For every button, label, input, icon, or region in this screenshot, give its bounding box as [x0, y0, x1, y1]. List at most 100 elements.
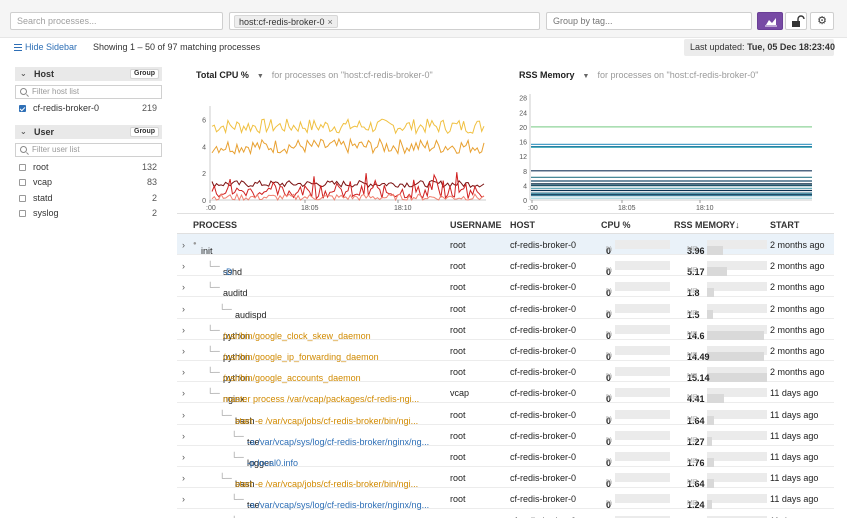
table-row[interactable]: › └─ nginx: master process /var/vcap/packa…: [177, 382, 834, 405]
memory-bar-fill: [707, 352, 764, 361]
cpu-chart-title[interactable]: Total CPU % ▼ for processes on "host:cf-re…: [196, 70, 433, 80]
expand-row-icon[interactable]: ›: [182, 388, 185, 399]
memory-value: 1.8: [687, 288, 700, 299]
group-by-input[interactable]: [546, 12, 752, 30]
settings-button[interactable]: ⚙: [810, 12, 834, 30]
username-cell: root: [450, 261, 466, 272]
col-process[interactable]: PROCESS: [193, 220, 238, 230]
expand-row-icon[interactable]: ›: [182, 516, 185, 518]
tag-filter-input[interactable]: host:cf-redis-broker-0 ×: [229, 12, 540, 30]
memory-bar-fill: [707, 373, 767, 383]
table-row[interactable]: › └─ python /usr/bin/google_clock_skew_dae…: [177, 319, 834, 341]
facet-user-item[interactable]: syslog 2: [19, 208, 159, 220]
table-row[interactable]: ›└─logger -p local0.errrootcf-redis-brok…: [177, 510, 834, 518]
start-cell: 2 months ago: [770, 282, 825, 293]
x-tick-label: :00: [206, 205, 216, 210]
process-name: python: [223, 352, 251, 362]
checkbox[interactable]: [19, 179, 26, 186]
y-tick-label: 0: [202, 198, 206, 205]
memory-unit: MB: [687, 373, 698, 381]
y-tick-label: 28: [519, 96, 527, 103]
table-row[interactable]: › └─ tee -a /var/vcap/sys/log/cf-redis-bro…: [177, 488, 834, 511]
memory-unit: MB: [687, 267, 698, 275]
hide-sidebar-link[interactable]: Hide Sidebar: [14, 42, 77, 52]
memory-value: 1.64: [687, 479, 705, 490]
expand-row-icon[interactable]: ›: [182, 430, 185, 441]
checkbox[interactable]: [19, 164, 26, 171]
cpu-value: 0: [606, 330, 612, 341]
table-row[interactable]: › ● init root cf-redis-broker-0 0 % 3.96 MB 2 m…: [177, 234, 834, 256]
table-row[interactable]: › └─ python /usr/bin/google_accounts_daemo…: [177, 361, 834, 383]
filter-user-field[interactable]: Filter user list: [15, 143, 162, 157]
tree-connector-icon: └─: [231, 452, 244, 462]
expand-row-icon[interactable]: ›: [182, 346, 185, 356]
expand-row-icon[interactable]: ›: [182, 303, 185, 314]
table-row[interactable]: › └─ sshd -D root cf-redis-broker-0 0 % 5.17 M…: [177, 255, 834, 277]
y-tick-label: 4: [523, 183, 527, 190]
expand-row-icon[interactable]: ›: [182, 473, 185, 484]
tag-chip[interactable]: host:cf-redis-broker-0 ×: [234, 15, 338, 28]
table-row[interactable]: › └─ bash start -e /var/vcap/jobs/cf-redis…: [177, 404, 834, 426]
memory-bar: [707, 494, 767, 510]
remove-tag-icon[interactable]: ×: [327, 17, 333, 27]
col-cpu[interactable]: CPU %: [601, 220, 631, 230]
table-row[interactable]: › └─ auditd root cf-redis-broker-0 0 % 1.8 MB 2…: [177, 276, 834, 299]
tree-connector-icon: └─: [207, 261, 220, 272]
facet-user-item[interactable]: vcap 83: [19, 177, 159, 189]
filter-user-placeholder: Filter user list: [32, 145, 80, 154]
host-cell: cf-redis-broker-0: [510, 282, 577, 293]
facet-user-item[interactable]: root 132: [19, 162, 159, 174]
expand-row-icon[interactable]: ›: [182, 494, 185, 505]
facet-host-header[interactable]: ⌄ Host Group: [15, 67, 162, 81]
last-updated-label: Last updated:: [690, 42, 745, 52]
col-username[interactable]: USERNAME: [450, 220, 502, 230]
table-row[interactable]: › └─ bash start -e /var/vcap/jobs/cf-redis…: [177, 467, 834, 490]
expand-row-icon[interactable]: ›: [182, 452, 185, 462]
table-row[interactable]: › └─ audispd root cf-redis-broker-0 0 % 1.5 MB…: [177, 298, 834, 320]
start-cell: 2 months ago: [770, 324, 825, 335]
start-cell: 2 months ago: [770, 261, 825, 272]
facet-user-group-button[interactable]: Group: [130, 127, 159, 137]
start-cell: 11 days ago: [770, 516, 818, 518]
facet-user-item[interactable]: statd 2: [19, 193, 159, 205]
search-icon: [20, 146, 27, 153]
table-row[interactable]: › └─ logger -p local0.info root cf-redis-bro…: [177, 446, 834, 468]
expand-row-icon[interactable]: ›: [182, 240, 185, 250]
lock-toggle-button[interactable]: [785, 12, 807, 30]
facet-user-item-count: 2: [151, 208, 157, 218]
col-start[interactable]: START: [770, 220, 800, 230]
chart-view-button[interactable]: [757, 12, 783, 30]
process-args: master process /var/vcap/packages/cf-red…: [223, 394, 420, 405]
process-args: -a /var/vcap/sys/log/cf-redis-broker/ngi…: [247, 500, 430, 511]
table-row[interactable]: › └─ tee -a /var/vcap/sys/log/cf-redis-bro…: [177, 425, 834, 447]
expand-row-icon[interactable]: ›: [182, 409, 185, 420]
rss-chart-title[interactable]: RSS Memory ▼ for processes on "host:cf-red…: [519, 70, 758, 80]
checkbox[interactable]: [19, 195, 26, 202]
checkbox[interactable]: [19, 210, 26, 217]
memory-bar-fill: [707, 288, 714, 298]
search-input[interactable]: [10, 12, 223, 30]
expand-row-icon[interactable]: ›: [182, 261, 185, 272]
host-cell: cf-redis-broker-0: [510, 430, 577, 441]
col-rss-memory[interactable]: RSS MEMORY↓: [674, 220, 740, 230]
cpu-unit: %: [606, 394, 613, 402]
facet-host-group-button[interactable]: Group: [130, 69, 159, 79]
col-host[interactable]: HOST: [510, 220, 536, 230]
expand-row-icon[interactable]: ›: [182, 324, 185, 335]
checkbox-checked[interactable]: [19, 105, 26, 112]
tree-connector-icon: └─: [219, 473, 232, 484]
cpu-chart: 0 2 4 6:00 18:05 18:10: [202, 106, 486, 210]
y-tick-label: 24: [519, 110, 527, 117]
facet-user-header[interactable]: ⌄ User Group: [15, 125, 162, 139]
table-row[interactable]: › └─ python /usr/bin/google_ip_forwarding_…: [177, 340, 834, 362]
memory-bar: [707, 409, 767, 425]
host-cell: cf-redis-broker-0: [510, 388, 577, 399]
hide-sidebar-label: Hide Sidebar: [25, 42, 78, 52]
expand-row-icon[interactable]: ›: [182, 367, 185, 378]
search-icon: [20, 88, 27, 95]
facet-host-item[interactable]: cf-redis-broker-0 219: [19, 103, 159, 115]
expand-row-icon[interactable]: ›: [182, 282, 185, 293]
memory-bar-fill: [707, 479, 714, 489]
facet-host-title: Host: [34, 69, 54, 79]
filter-host-field[interactable]: Filter host list: [15, 85, 162, 99]
